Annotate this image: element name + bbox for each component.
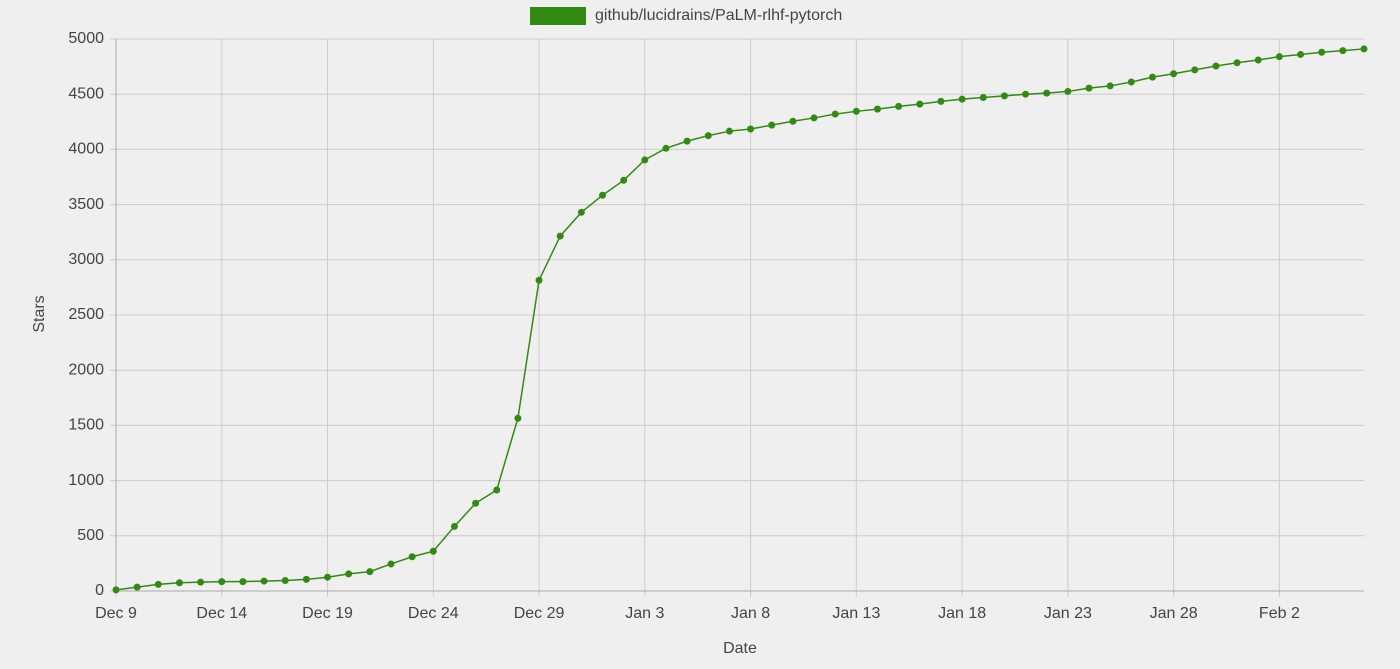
data-point <box>1212 62 1220 70</box>
x-tick-label: Dec 29 <box>514 605 565 622</box>
y-tick-label: 0 <box>95 582 104 599</box>
x-tick-label: Jan 23 <box>1044 605 1092 622</box>
data-point <box>1233 59 1241 67</box>
y-tick-label: 2000 <box>68 361 104 378</box>
data-point <box>429 547 437 555</box>
data-point <box>535 276 543 284</box>
data-point <box>1148 73 1156 81</box>
x-tick-label: Dec 19 <box>302 605 353 622</box>
data-point <box>556 232 564 240</box>
legend-swatch <box>530 7 586 25</box>
y-tick-label: 1500 <box>68 417 104 434</box>
x-tick-label: Dec 14 <box>196 605 247 622</box>
data-point <box>197 578 205 586</box>
data-point <box>958 95 966 103</box>
data-point <box>683 137 691 145</box>
y-tick-label: 3500 <box>68 196 104 213</box>
data-point <box>1339 47 1347 55</box>
data-point <box>345 570 353 578</box>
x-tick-label: Jan 18 <box>938 605 986 622</box>
data-point <box>1297 50 1305 58</box>
data-point <box>1360 45 1368 53</box>
x-tick-label: Jan 28 <box>1150 605 1198 622</box>
data-point <box>281 577 289 585</box>
data-point <box>408 553 416 561</box>
data-point <box>768 121 776 129</box>
data-point <box>1318 48 1326 56</box>
data-point <box>852 107 860 115</box>
data-point <box>154 580 162 588</box>
y-tick-label: 2500 <box>68 306 104 323</box>
data-point <box>493 486 501 494</box>
data-point <box>239 578 247 586</box>
data-point <box>577 208 585 216</box>
data-point <box>916 100 924 108</box>
data-point <box>1043 89 1051 97</box>
data-point <box>789 117 797 125</box>
data-point <box>1254 56 1262 64</box>
x-tick-label: Dec 9 <box>95 605 137 622</box>
data-point <box>979 94 987 102</box>
data-point <box>662 144 670 152</box>
data-point <box>1085 84 1093 92</box>
x-tick-label: Dec 24 <box>408 605 459 622</box>
data-point <box>747 125 755 133</box>
data-point <box>831 110 839 118</box>
data-point <box>1106 82 1114 90</box>
data-point <box>873 105 881 113</box>
data-point <box>937 97 945 105</box>
data-point <box>112 586 120 594</box>
data-point <box>620 176 628 184</box>
data-point <box>133 583 141 591</box>
data-point <box>599 191 607 199</box>
data-point <box>218 578 226 586</box>
data-point <box>1064 87 1072 95</box>
x-tick-label: Jan 3 <box>625 605 664 622</box>
data-point <box>324 573 332 581</box>
series-line <box>115 48 1365 591</box>
x-tick-label: Jan 13 <box>832 605 880 622</box>
y-tick-label: 500 <box>77 527 104 544</box>
y-tick-label: 1000 <box>68 472 104 489</box>
data-point <box>514 414 522 422</box>
data-point <box>704 132 712 140</box>
data-point <box>895 102 903 110</box>
y-tick-label: 5000 <box>68 30 104 47</box>
data-point <box>1191 66 1199 74</box>
data-point <box>1170 70 1178 78</box>
y-tick-label: 4500 <box>68 85 104 102</box>
y-tick-label: 4000 <box>68 141 104 158</box>
data-point <box>641 156 649 164</box>
data-point <box>1275 53 1283 61</box>
data-point <box>1127 78 1135 86</box>
data-point <box>366 568 374 576</box>
x-tick-label: Jan 8 <box>731 605 770 622</box>
data-point <box>472 499 480 507</box>
y-tick-label: 3000 <box>68 251 104 268</box>
x-axis-title: Date <box>723 640 757 657</box>
data-point <box>1022 90 1030 98</box>
data-point <box>810 114 818 122</box>
data-point <box>260 577 268 585</box>
data-point <box>450 522 458 530</box>
data-point <box>1000 92 1008 100</box>
y-axis-title: Stars <box>31 295 48 332</box>
legend-label: github/lucidrains/PaLM-rlhf-pytorch <box>595 7 842 24</box>
x-tick-label: Feb 2 <box>1259 605 1300 622</box>
data-point <box>302 575 310 583</box>
data-point <box>175 579 183 587</box>
data-point <box>725 127 733 135</box>
data-point <box>387 560 395 568</box>
